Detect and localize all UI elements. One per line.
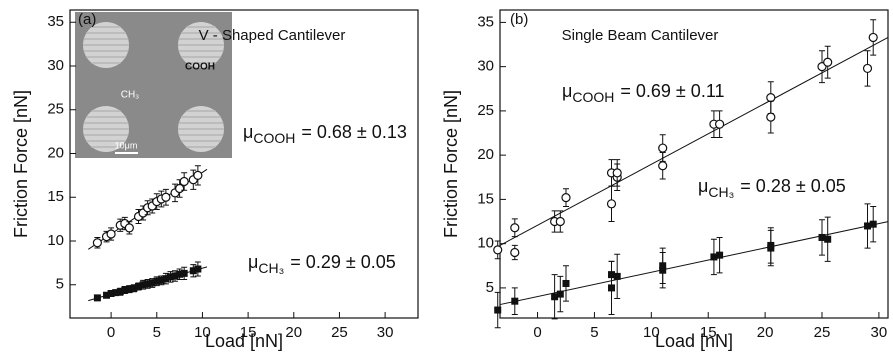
data-point xyxy=(107,230,115,238)
page: {"chart_data": [ {"type": "scatter", "pa… xyxy=(0,0,893,353)
data-point xyxy=(824,58,832,66)
data-point xyxy=(659,262,666,269)
data-point xyxy=(511,249,519,257)
data-point xyxy=(614,273,621,280)
data-point xyxy=(767,94,775,102)
data-point xyxy=(162,193,170,201)
x-tick-label: 20 xyxy=(285,324,302,341)
y-tick-label: 30 xyxy=(47,57,64,74)
x-tick-label: 30 xyxy=(871,324,888,341)
mu-subscript: CH₃ xyxy=(258,260,284,276)
x-tick-label: 15 xyxy=(700,324,717,341)
data-point xyxy=(767,242,774,249)
friction-coefficient: μCH₃ = 0.28 ± 0.05 xyxy=(698,176,846,200)
data-point xyxy=(767,113,775,121)
friction-coefficient: μCH₃ = 0.29 ± 0.05 xyxy=(248,252,396,276)
data-point xyxy=(608,200,616,208)
inset-label: CH₃ xyxy=(121,90,140,101)
x-tick-label: 10 xyxy=(643,324,660,341)
friction-coefficient: μCOOH = 0.69 ± 0.11 xyxy=(562,81,725,105)
data-point xyxy=(870,221,877,228)
inset-label: 10μm xyxy=(115,140,138,150)
chart-title: Single Beam Cantilever xyxy=(562,27,719,44)
y-axis-label: Friction Force [nN] xyxy=(11,90,31,238)
data-point xyxy=(180,178,188,186)
mu-value: = 0.68 ± 0.13 xyxy=(301,122,406,142)
x-tick-label: 0 xyxy=(107,324,115,341)
x-tick-label: 25 xyxy=(814,324,831,341)
y-tick-label: 20 xyxy=(47,144,64,161)
panel-label: (b) xyxy=(510,11,528,28)
chart-title: V - Shaped Cantilever xyxy=(199,27,346,44)
y-tick-label: 35 xyxy=(477,13,494,30)
y-tick-label: 10 xyxy=(47,232,64,249)
mu-subscript: COOH xyxy=(572,89,614,105)
mu-symbol: μ xyxy=(243,122,253,142)
data-point xyxy=(716,120,724,128)
mu-subscript: COOH xyxy=(253,130,295,146)
data-point xyxy=(557,291,564,298)
data-point xyxy=(824,236,831,243)
data-point xyxy=(562,280,569,287)
mu-value: = 0.69 ± 0.11 xyxy=(620,81,724,101)
data-point xyxy=(659,144,667,152)
data-point xyxy=(511,224,519,232)
y-tick-label: 25 xyxy=(477,102,494,119)
plot-frame xyxy=(500,10,888,318)
data-point xyxy=(613,169,621,177)
y-tick-label: 10 xyxy=(477,235,494,252)
y-tick-label: 5 xyxy=(56,276,64,293)
mu-value: = 0.28 ± 0.05 xyxy=(740,176,845,196)
data-point xyxy=(181,270,188,277)
x-tick-label: 20 xyxy=(757,324,774,341)
figure: COOH CH₃ 10μm (a) V - Shaped Cantilever Load … xyxy=(0,0,893,353)
data-point xyxy=(562,194,570,202)
mu-subscript: CH₃ xyxy=(708,184,734,200)
mu-symbol: μ xyxy=(562,81,572,101)
mu-symbol: μ xyxy=(248,252,258,272)
y-tick-label: 5 xyxy=(486,279,494,296)
x-tick-label: 10 xyxy=(194,324,211,341)
x-axis-label: Load [nN] xyxy=(655,331,733,351)
x-tick-label: 30 xyxy=(377,324,394,341)
data-point xyxy=(494,246,502,254)
data-point xyxy=(716,252,723,259)
y-tick-label: 25 xyxy=(47,101,64,118)
data-point xyxy=(556,218,564,226)
y-tick-label: 20 xyxy=(477,146,494,163)
y-tick-label: 35 xyxy=(47,13,64,30)
data-point xyxy=(93,239,101,247)
mu-symbol: μ xyxy=(698,176,708,196)
mu-value: = 0.29 ± 0.05 xyxy=(290,252,395,272)
friction-coefficient: μCOOH = 0.68 ± 0.13 xyxy=(243,122,407,146)
x-tick-label: 15 xyxy=(240,324,257,341)
x-tick-label: 0 xyxy=(533,324,541,341)
data-point xyxy=(864,64,872,72)
data-point xyxy=(869,33,877,41)
data-point xyxy=(659,162,667,170)
data-point xyxy=(608,284,615,291)
data-point xyxy=(194,266,201,273)
panel-label: (a) xyxy=(78,11,96,28)
y-axis-label: Friction Force [nN] xyxy=(441,90,461,238)
data-point xyxy=(494,307,501,314)
x-tick-label: 5 xyxy=(153,324,161,341)
y-tick-label: 15 xyxy=(477,190,494,207)
x-tick-label: 5 xyxy=(590,324,598,341)
data-point xyxy=(94,294,101,301)
inset-label: COOH xyxy=(185,62,215,73)
data-point xyxy=(511,298,518,305)
x-tick-label: 25 xyxy=(331,324,348,341)
panel: (b) Single Beam Cantilever Load [nN] Fricti… xyxy=(441,10,888,351)
y-tick-label: 15 xyxy=(47,188,64,205)
data-point xyxy=(194,171,202,179)
fit-line xyxy=(500,37,888,245)
data-point xyxy=(125,224,133,232)
y-tick-label: 30 xyxy=(477,58,494,75)
